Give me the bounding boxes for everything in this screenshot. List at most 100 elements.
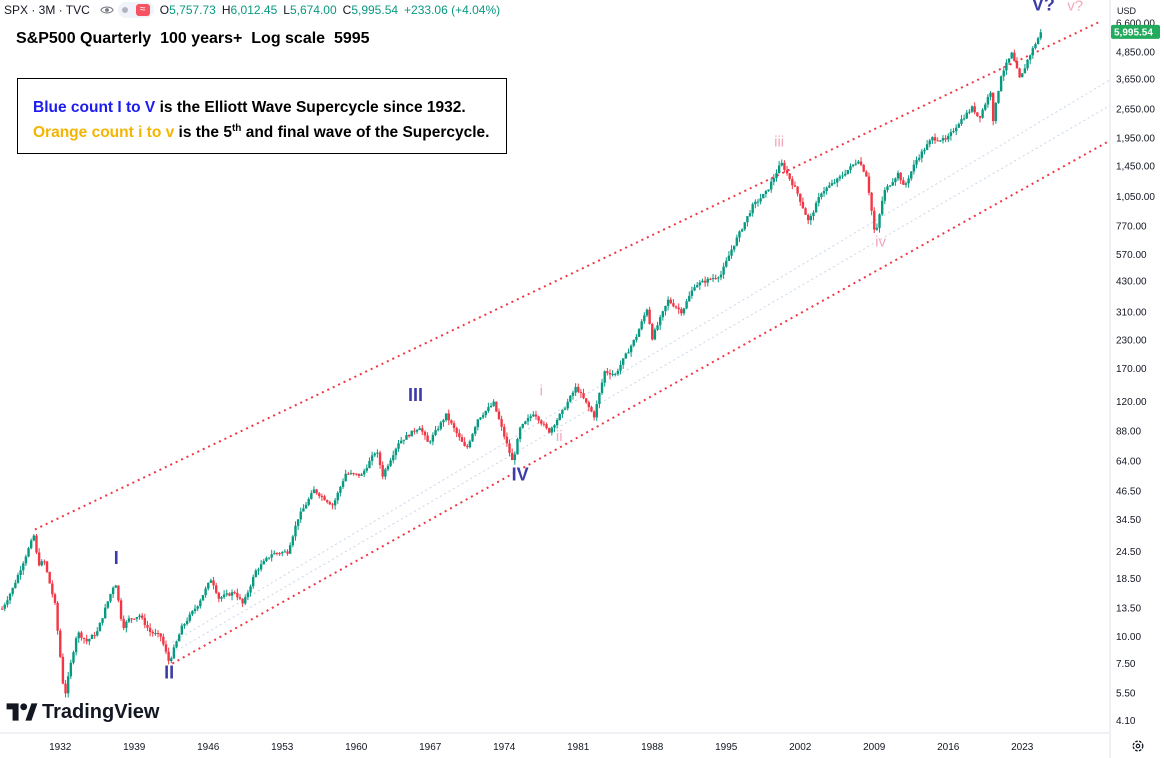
ohlc-close: C5,995.54	[343, 3, 398, 17]
candle-body	[376, 452, 379, 454]
candle-body	[1036, 38, 1040, 45]
candle-body	[421, 428, 424, 432]
price-axis[interactable]: 6,600.00 4,850.00 3,650.00 2,650.00 1,950.00…	[1116, 18, 1155, 727]
candle-body	[828, 185, 831, 188]
time-tick-label: 2016	[937, 742, 960, 753]
candle-body	[817, 197, 820, 203]
candle-body	[886, 186, 889, 191]
candle-body	[806, 214, 810, 221]
candle-body	[167, 651, 170, 661]
candle-body	[529, 416, 532, 419]
candle-body	[154, 633, 157, 635]
candle-body	[463, 441, 466, 447]
candle-body	[487, 407, 490, 411]
candle-body	[627, 352, 630, 354]
tradingview-logo[interactable]: TradingView	[6, 700, 159, 724]
candle-body	[764, 191, 768, 195]
candle-body	[296, 519, 300, 526]
candle-body	[415, 430, 419, 432]
candle-body	[315, 489, 318, 494]
wave-label: V?	[1032, 0, 1055, 15]
candle-body	[550, 427, 554, 433]
time-tick-label: 2009	[863, 742, 886, 753]
wave-label: iii	[774, 134, 784, 151]
candle-body	[127, 618, 131, 622]
candle-body	[402, 439, 406, 441]
candle-body	[912, 164, 916, 172]
candle-body	[434, 430, 437, 436]
candle-body	[244, 597, 247, 604]
eye-icon[interactable]	[100, 3, 114, 17]
candle-body	[233, 592, 236, 594]
candle-body	[666, 299, 670, 306]
candle-body	[545, 424, 548, 429]
candle-body	[222, 594, 226, 598]
candle-body	[370, 455, 374, 461]
note-line-2-rest-a: is the 5	[174, 124, 232, 142]
candle-body	[939, 140, 942, 142]
candle-body	[1013, 52, 1016, 62]
note-superscript: th	[231, 123, 242, 134]
candle-body	[164, 644, 168, 652]
candle-body	[540, 420, 543, 424]
candle-body	[883, 190, 887, 201]
candle-body	[51, 583, 54, 595]
time-tick-label: 1974	[493, 742, 516, 753]
candle-body	[582, 393, 585, 399]
candle-body	[407, 435, 411, 437]
open-key: O	[159, 3, 170, 17]
time-tick-label: 1939	[123, 742, 146, 753]
ohlc-low: L5,674.00	[283, 3, 336, 17]
candle-body	[267, 557, 271, 559]
candle-body	[325, 500, 329, 503]
candle-body	[479, 417, 482, 420]
candle-body	[114, 585, 117, 588]
candle-body	[265, 557, 268, 561]
indicator-toggle[interactable]: ≈	[117, 2, 154, 18]
candle-body	[80, 632, 83, 638]
candle-body	[170, 658, 173, 661]
candle-body	[590, 407, 593, 412]
candle-body	[859, 161, 863, 165]
candle-body	[957, 123, 961, 128]
time-axis[interactable]: 1932 1939 1946 1953 1960 1967 1974 1981 1988 1995…	[49, 742, 1034, 753]
candle-body	[640, 321, 643, 330]
candle-body	[624, 353, 628, 359]
candle-body	[777, 165, 781, 174]
currency-label[interactable]: USD	[1117, 6, 1137, 16]
annotation-box: Blue count I to V is the Elliott Wave Su…	[17, 78, 507, 154]
candle-body	[542, 423, 546, 425]
candle-body	[40, 561, 43, 566]
candle-body	[999, 76, 1003, 92]
candle-body	[162, 636, 165, 645]
candle-body	[151, 631, 154, 634]
candle-body	[27, 548, 30, 557]
symbol-label[interactable]: SPX · 3M · TVC	[4, 3, 90, 17]
candle-body	[672, 303, 675, 307]
low-key: L	[283, 3, 290, 17]
candle-body	[746, 216, 749, 223]
candle-body	[191, 610, 194, 615]
candle-body	[825, 187, 828, 192]
candle-body	[3, 604, 6, 609]
candle-body	[619, 364, 622, 371]
candle-body	[365, 468, 369, 471]
candle-body	[717, 277, 720, 279]
price-tick-label: 4.10	[1116, 716, 1136, 727]
candle-body	[1023, 68, 1027, 74]
candle-body	[103, 607, 107, 619]
candle-body	[849, 166, 852, 170]
candle-body	[1026, 59, 1029, 69]
price-tick-label: 7.50	[1116, 659, 1136, 670]
note-line-1-rest: is the Elliott Wave Supercycle since 193…	[155, 99, 466, 116]
price-tick-label: 46.50	[1116, 487, 1141, 498]
settings-icon[interactable]	[1131, 739, 1145, 753]
candle-body	[532, 414, 535, 417]
candle-body	[732, 245, 736, 250]
candle-body	[738, 231, 741, 238]
candle-body	[616, 370, 620, 374]
candle-body	[674, 306, 678, 308]
candle-body	[320, 496, 324, 498]
candle-body	[148, 627, 152, 632]
